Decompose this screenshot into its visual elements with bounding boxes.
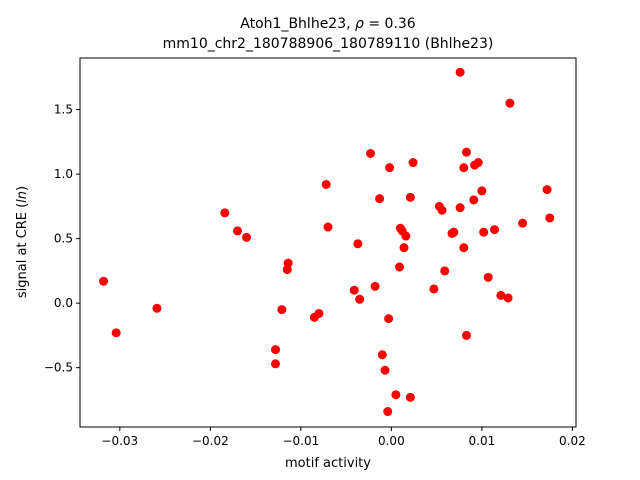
scatter-point	[437, 205, 447, 215]
y-axis-label-italic: ln	[15, 191, 30, 203]
scatter-point	[429, 284, 439, 294]
scatter-point	[277, 305, 287, 315]
scatter-point	[271, 359, 281, 369]
scatter-point	[391, 390, 401, 400]
scatter-point	[455, 67, 465, 77]
x-tick-label: 0.02	[559, 434, 586, 448]
y-axis-label-prefix: signal at CRE (	[15, 203, 30, 298]
scatter-point	[323, 222, 333, 232]
plot-area	[99, 67, 555, 417]
scatter-point	[232, 226, 242, 236]
scatter-point	[405, 192, 415, 202]
x-axis-label: motif activity	[285, 456, 371, 471]
chart-title-rho: ρ	[355, 16, 364, 32]
scatter-point	[366, 148, 376, 158]
scatter-point	[271, 345, 281, 355]
chart-title-rho-value: = 0.36	[364, 16, 416, 32]
scatter-point	[542, 185, 552, 195]
scatter-point	[518, 218, 528, 228]
chart-title-line2: mm10_chr2_180788906_180789110 (Bhlhe23)	[163, 36, 494, 52]
scatter-point	[455, 203, 465, 213]
x-tick-label: 0.00	[378, 434, 405, 448]
scatter-point	[401, 231, 411, 241]
scatter-point	[461, 330, 471, 340]
y-axis-label-suffix: )	[15, 186, 30, 191]
scatter-point	[479, 227, 489, 237]
scatter-point	[282, 265, 292, 275]
y-tick-label: 1.0	[54, 167, 73, 181]
scatter-point	[314, 308, 324, 318]
scatter-point	[99, 276, 109, 286]
scatter-point	[380, 365, 390, 375]
y-axis-label: signal at CRE (ln)	[15, 186, 30, 298]
scatter-point	[545, 213, 555, 223]
y-tick-label: 0.0	[54, 296, 73, 310]
scatter-point	[353, 239, 363, 249]
chart-title-line1: Atoh1_Bhlhe23, ρ = 0.36	[240, 16, 416, 32]
scatter-point	[111, 328, 121, 338]
scatter-point	[477, 186, 487, 196]
scatter-point	[459, 243, 469, 253]
scatter-point	[395, 262, 405, 272]
scatter-point	[449, 227, 459, 237]
scatter-point	[384, 314, 394, 324]
scatter-point	[349, 285, 359, 295]
scatter-point	[461, 147, 471, 157]
scatter-point	[399, 243, 409, 253]
scatter-point	[505, 98, 515, 108]
scatter-point	[152, 303, 162, 313]
scatter-point	[405, 392, 415, 402]
scatter-point	[459, 163, 469, 173]
scatter-point	[242, 232, 252, 242]
x-tick-label: −0.01	[282, 434, 319, 448]
chart-title-prefix: Atoh1_Bhlhe23,	[240, 16, 355, 32]
scatter-point	[496, 290, 506, 300]
scatter-point	[321, 179, 331, 189]
scatter-point	[408, 158, 418, 168]
y-axis-ticks: −0.5 0.0 0.5 1.0 1.5	[44, 103, 80, 375]
scatter-point	[370, 281, 380, 291]
y-tick-label: 1.5	[54, 103, 73, 117]
axes-frame	[79, 57, 577, 428]
scatter-point	[440, 266, 450, 276]
y-tick-label: −0.5	[44, 361, 73, 375]
x-tick-label: −0.02	[192, 434, 229, 448]
x-axis-ticks: −0.03 −0.02 −0.01 0.00 0.01 0.02	[101, 427, 586, 448]
scatter-point	[375, 194, 385, 204]
scatter-point	[490, 225, 500, 235]
scatter-point	[220, 208, 230, 218]
scatter-point	[355, 294, 365, 304]
y-tick-label: 0.5	[54, 232, 73, 246]
scatter-point	[483, 272, 493, 282]
scatter-point	[473, 158, 483, 168]
scatter-point	[503, 293, 513, 303]
scatter-point	[383, 407, 393, 417]
x-tick-label: −0.03	[101, 434, 138, 448]
x-tick-label: 0.01	[469, 434, 496, 448]
scatter-point	[469, 195, 479, 205]
scatter-point	[377, 350, 387, 360]
scatter-point	[385, 163, 395, 173]
